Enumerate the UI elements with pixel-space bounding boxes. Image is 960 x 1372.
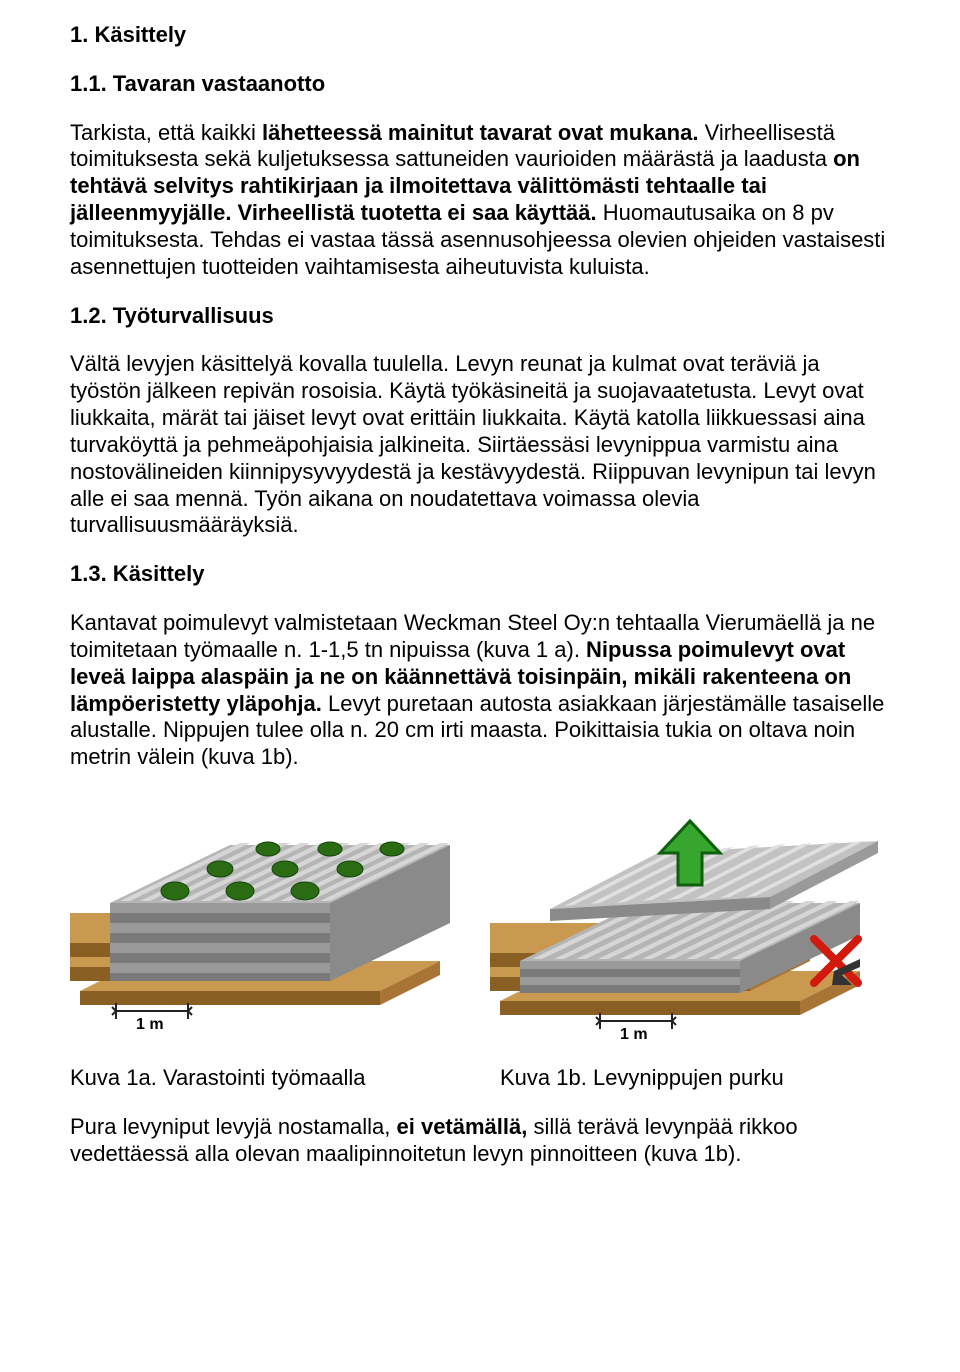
- figure-1a-svg: 1 m: [70, 793, 470, 1053]
- figure-captions: Kuva 1a. Varastointi työmaalla Kuva 1b. …: [70, 1065, 890, 1092]
- bold-text: lähetteessä mainitut tavarat ovat mukana…: [262, 120, 699, 145]
- figure-1b-svg: 1 m: [490, 793, 890, 1053]
- caption-1a: Kuva 1a. Varastointi työmaalla: [70, 1065, 460, 1092]
- document-page: 1. Käsittely 1.1. Tavaran vastaanotto Ta…: [0, 0, 960, 1372]
- heading-1-1: 1.1. Tavaran vastaanotto: [70, 71, 890, 98]
- heading-level-1: 1. Käsittely: [70, 22, 890, 49]
- paragraph-1-3a: Kantavat poimulevyt valmistetaan Weckman…: [70, 610, 890, 771]
- figure-row: 1 m: [70, 793, 890, 1053]
- paragraph-1-2: Vältä levyjen käsittelyä kovalla tuulell…: [70, 351, 890, 539]
- bold-text: ei vetämällä,: [397, 1114, 528, 1139]
- heading-1-3: 1.3. Käsittely: [70, 561, 890, 588]
- text: Pura levyniput levyjä nostamalla,: [70, 1114, 397, 1139]
- text: Tarkista, että kaikki: [70, 120, 262, 145]
- measure-label: 1 m: [620, 1026, 648, 1043]
- paragraph-1-3b: Pura levyniput levyjä nostamalla, ei vet…: [70, 1114, 890, 1168]
- sheet-stack: [110, 842, 450, 981]
- measure-label: 1 m: [136, 1016, 164, 1033]
- figure-1b: 1 m: [490, 793, 890, 1053]
- caption-1b: Kuva 1b. Levynippujen purku: [480, 1065, 890, 1092]
- figure-1a: 1 m: [70, 793, 470, 1053]
- heading-1-2: 1.2. Työturvallisuus: [70, 303, 890, 330]
- paragraph-1-1: Tarkista, että kaikki lähetteessä mainit…: [70, 120, 890, 281]
